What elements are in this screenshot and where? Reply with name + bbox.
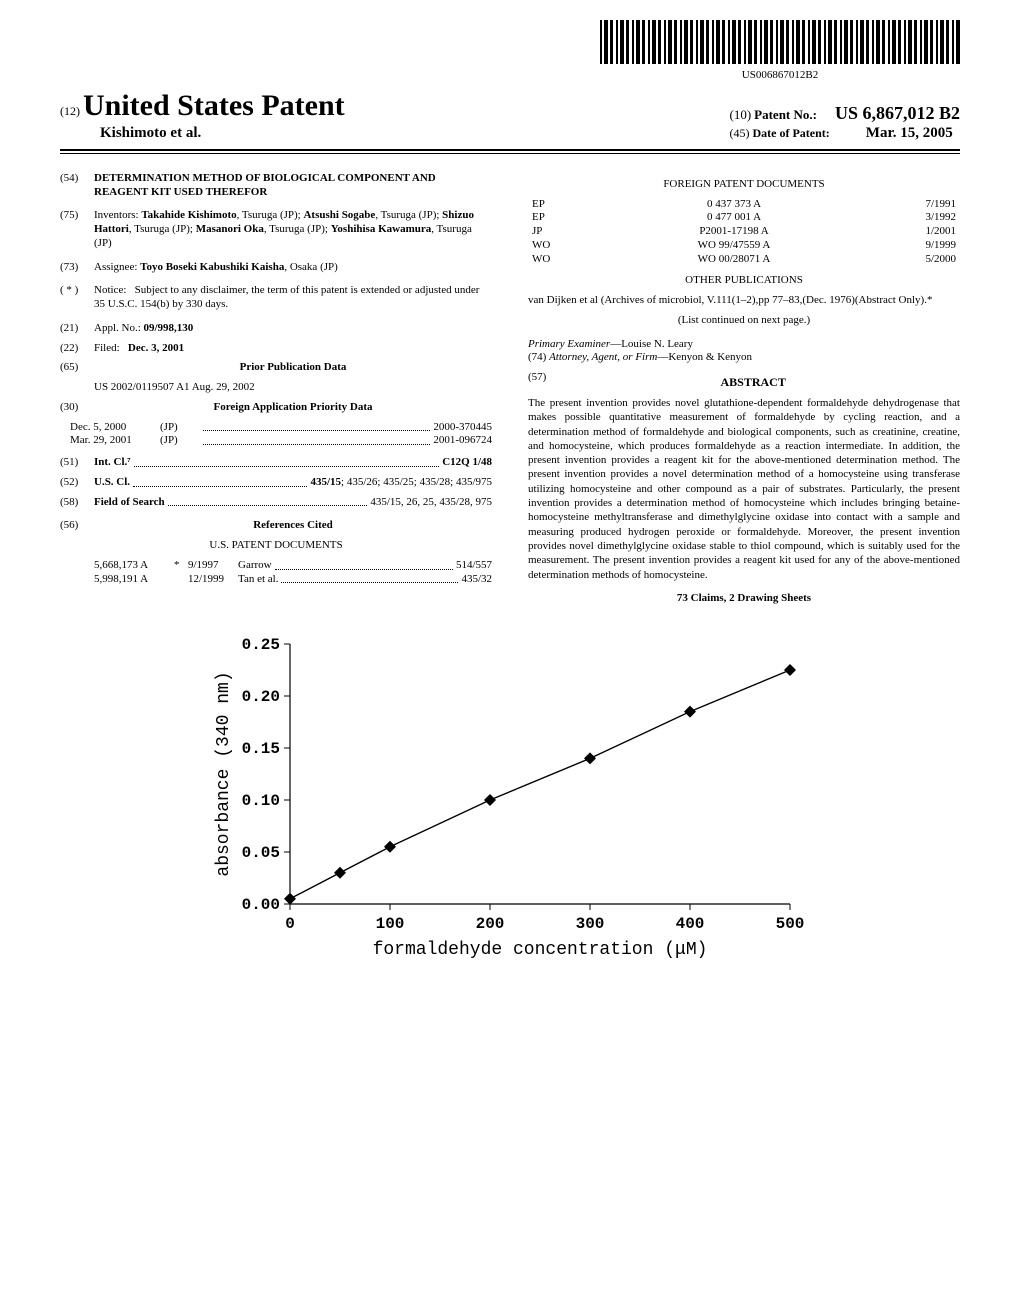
foreign-priority-rows: Dec. 5, 2000(JP)2000-370445Mar. 29, 2001…: [60, 421, 492, 449]
notice-label: Notice:: [94, 284, 126, 296]
patent-number: US 6,867,012 B2: [835, 103, 960, 123]
other-pub-label: OTHER PUBLICATIONS: [528, 274, 960, 288]
filed-tag: (22): [60, 342, 94, 356]
notice-tag: ( * ): [60, 284, 94, 312]
svg-text:0.20: 0.20: [242, 688, 280, 706]
examiner-label: Primary Examiner: [528, 338, 610, 350]
header: (12) United States Patent Kishimoto et a…: [60, 87, 960, 151]
svg-text:0: 0: [285, 915, 295, 933]
fos-label: Field of Search: [94, 496, 165, 510]
assignee-loc: , Osaka (JP): [284, 261, 337, 273]
left-column: (54) DETERMINATION METHOD OF BIOLOGICAL …: [60, 172, 492, 606]
abstract-label: ABSTRACT: [546, 375, 960, 390]
barcode-graphic: [600, 20, 960, 64]
patno-label: Patent No.:: [754, 107, 817, 122]
header-rule: [60, 153, 960, 154]
fos-tag: (58): [60, 496, 94, 510]
svg-text:0.00: 0.00: [242, 896, 280, 914]
barcode-block: US006867012B2: [60, 20, 960, 83]
abstract-text: The present invention provides novel glu…: [528, 396, 960, 582]
svg-text:200: 200: [476, 915, 505, 933]
intcl-val: C12Q 1/48: [442, 456, 492, 470]
intcl-tag: (51): [60, 456, 94, 470]
inventors-list: Takahide Kishimoto, Tsuruga (JP); Atsush…: [94, 209, 474, 249]
attorney-name: —Kenyon & Kenyon: [657, 351, 752, 363]
title-tag: (54): [60, 172, 94, 200]
header-authors: Kishimoto et al.: [60, 124, 345, 143]
fpd-table: EP0 437 373 A7/1991EP0 477 001 A3/1992JP…: [528, 198, 960, 267]
uspat-label: U.S. PATENT DOCUMENTS: [60, 539, 492, 553]
fpd-label: FOREIGN PATENT DOCUMENTS: [528, 178, 960, 192]
filed-date: Dec. 3, 2001: [128, 342, 184, 354]
right-column: FOREIGN PATENT DOCUMENTS EP0 437 373 A7/…: [528, 172, 960, 606]
appl-tag: (21): [60, 322, 94, 336]
claims-line: 73 Claims, 2 Drawing Sheets: [528, 592, 960, 606]
svg-text:0.10: 0.10: [242, 792, 280, 810]
fos-val: 435/15, 26, 25, 435/28, 975: [370, 496, 492, 510]
header-prefix: (12): [60, 104, 80, 118]
abs-tag: (57): [528, 371, 546, 396]
intcl-label: Int. Cl.⁷: [94, 456, 131, 470]
date-label: Date of Patent:: [752, 126, 829, 140]
chart-svg: 0.00 0.05 0.10 0.15 0.20 0.25 0 100 200 300 400 500…: [210, 624, 810, 964]
svg-text:300: 300: [576, 915, 605, 933]
uscl-val: 435/15; 435/26; 435/25; 435/28; 435/975: [310, 476, 492, 490]
svg-text:formaldehyde concentration (μM: formaldehyde concentration (μM): [373, 940, 708, 960]
uscl-label: U.S. Cl.: [94, 476, 130, 490]
invention-title: DETERMINATION METHOD OF BIOLOGICAL COMPO…: [94, 172, 492, 200]
inventors-label: Inventors:: [94, 209, 139, 221]
dots: [133, 477, 307, 487]
prior-tag: (65): [60, 361, 94, 375]
chart-figure: 0.00 0.05 0.10 0.15 0.20 0.25 0 100 200 300 400 500…: [60, 624, 960, 964]
svg-text:100: 100: [376, 915, 405, 933]
svg-text:400: 400: [676, 915, 705, 933]
svg-text:0.15: 0.15: [242, 740, 280, 758]
other-pub-text: van Dijken et al (Archives of microbiol,…: [528, 294, 960, 308]
uspat-rows: 5,668,173 A*9/1997Garrow514/5575,998,191…: [60, 559, 492, 587]
patno-prefix: (10): [729, 107, 751, 122]
prior-pub-text: US 2002/0119507 A1 Aug. 29, 2002: [94, 381, 492, 395]
assignee-name: Toyo Boseki Kabushiki Kaisha: [140, 261, 284, 273]
filed-label: Filed:: [94, 342, 120, 354]
dots: [134, 457, 440, 467]
dots: [168, 496, 368, 506]
svg-text:500: 500: [776, 915, 805, 933]
ref-tag: (56): [60, 519, 94, 533]
svg-text:absorbance (340 nm): absorbance (340 nm): [214, 671, 234, 876]
assignee-label: Assignee:: [94, 261, 137, 273]
barcode-number: US006867012B2: [600, 69, 960, 83]
assignee-tag: (73): [60, 261, 94, 275]
ref-label: References Cited: [253, 519, 333, 531]
svg-text:0.25: 0.25: [242, 636, 280, 654]
foreign-tag: (30): [60, 401, 94, 415]
svg-text:0.05: 0.05: [242, 844, 280, 862]
examiner-name: —Louise N. Leary: [610, 338, 693, 350]
attorney-label: (74) Attorney, Agent, or Firm: [528, 351, 657, 363]
uscl-tag: (52): [60, 476, 94, 490]
patent-date: Mar. 15, 2005: [866, 125, 953, 141]
appl-label: Appl. No.:: [94, 322, 141, 334]
notice-text: Subject to any disclaimer, the term of t…: [94, 284, 479, 310]
inventors-tag: (75): [60, 209, 94, 250]
foreign-label: Foreign Application Priority Data: [214, 401, 373, 413]
prior-label: Prior Publication Data: [240, 361, 347, 373]
appl-no: 09/998,130: [144, 322, 194, 334]
date-prefix: (45): [729, 126, 749, 140]
continued-note: (List continued on next page.): [528, 314, 960, 328]
header-title: United States Patent: [83, 89, 345, 122]
